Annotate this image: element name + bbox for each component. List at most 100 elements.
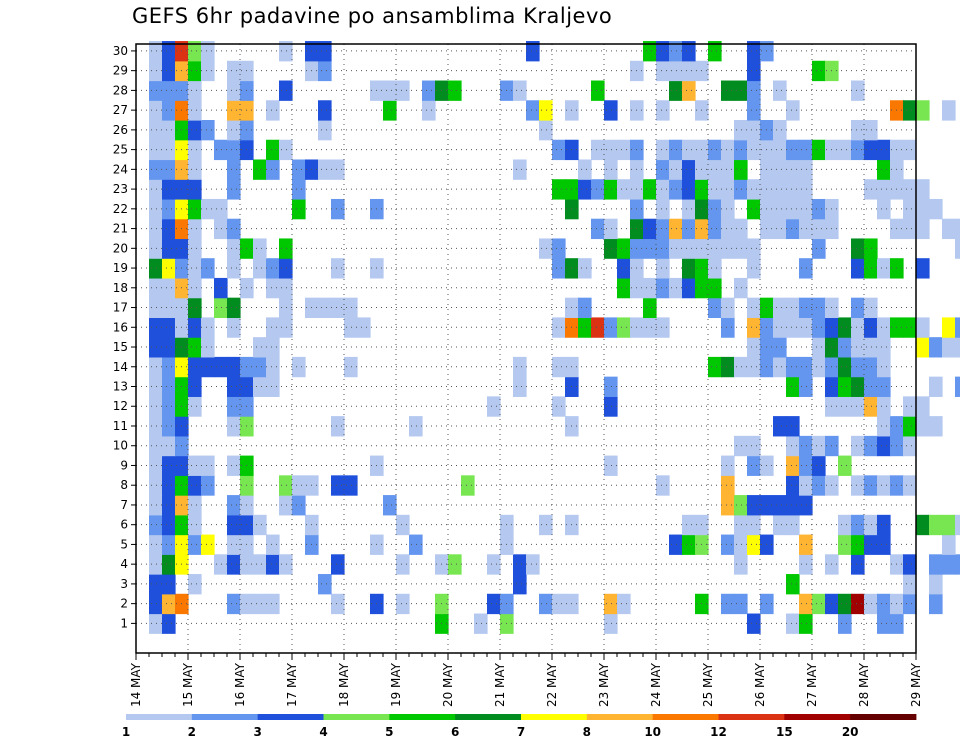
x-tick-label: 26 MAY	[753, 662, 767, 707]
y-tick-label: 25	[113, 143, 128, 157]
heatmap-cell	[955, 337, 960, 358]
heatmap-cell	[799, 455, 813, 476]
heatmap-cell	[279, 238, 293, 259]
heatmap-cell	[656, 139, 670, 161]
heatmap-cell	[669, 218, 683, 240]
heatmap-cell	[747, 495, 761, 516]
heatmap-cell	[461, 475, 475, 496]
heatmap-cell	[162, 613, 176, 634]
heatmap-cell	[734, 554, 748, 575]
heatmap-cell	[916, 258, 930, 279]
heatmap-cell	[188, 179, 202, 200]
heatmap-cell	[799, 376, 813, 397]
heatmap-cell	[331, 198, 345, 220]
heatmap-cell	[162, 396, 176, 417]
heatmap-cell	[877, 593, 891, 615]
heatmap-cell	[487, 593, 501, 615]
heatmap-cell	[877, 337, 891, 358]
heatmap-cell	[188, 297, 202, 319]
heatmap-cell	[682, 80, 696, 101]
heatmap-cell	[812, 60, 826, 82]
heatmap-cell	[851, 80, 865, 101]
heatmap-cell	[929, 376, 943, 397]
heatmap-cell	[812, 593, 826, 615]
heatmap-cell	[604, 100, 618, 121]
y-tick-label: 6	[120, 518, 128, 532]
heatmap-cell	[864, 475, 878, 496]
heatmap-cell	[149, 396, 163, 417]
heatmap-cell	[877, 317, 891, 338]
y-tick-label: 13	[113, 380, 128, 394]
heatmap-cell	[604, 317, 618, 338]
heatmap-cell	[292, 356, 306, 378]
heatmap-cell	[812, 238, 826, 259]
heatmap-cell	[955, 317, 960, 338]
heatmap-cell	[279, 277, 293, 299]
heatmap-cell	[279, 554, 293, 575]
heatmap-cell	[188, 455, 202, 476]
heatmap-cell	[149, 80, 163, 101]
heatmap-cell	[539, 238, 553, 259]
heatmap-cell	[318, 574, 332, 595]
heatmap-cell	[877, 475, 891, 496]
heatmap-cell	[552, 139, 566, 161]
heatmap-cell	[552, 258, 566, 279]
heatmap-cell	[721, 159, 735, 180]
heatmap-cell	[877, 514, 891, 536]
heatmap-cell	[552, 356, 566, 378]
heatmap-cell	[773, 120, 787, 141]
x-tick-label: 15 MAY	[181, 662, 195, 707]
heatmap-cell	[331, 258, 345, 279]
heatmap-cell	[955, 554, 960, 575]
heatmap-cell	[877, 159, 891, 180]
heatmap-cell	[591, 218, 605, 240]
heatmap-cell	[903, 574, 917, 595]
heatmap-cell	[266, 376, 280, 397]
heatmap-cell	[162, 60, 176, 82]
heatmap-cell	[955, 376, 960, 397]
heatmap-cell	[903, 475, 917, 496]
heatmap-cell	[669, 534, 683, 555]
heatmap-cell	[799, 258, 813, 279]
heatmap-cell	[786, 179, 800, 200]
y-tick-label: 29	[113, 64, 128, 78]
heatmap-cell	[786, 297, 800, 319]
heatmap-cell	[162, 120, 176, 141]
heatmap-cell	[318, 120, 332, 141]
heatmap-cell	[552, 396, 566, 417]
heatmap-cell	[864, 120, 878, 141]
heatmap-cell	[591, 317, 605, 338]
heatmap-cell	[851, 376, 865, 397]
y-tick-label: 26	[113, 123, 128, 137]
heatmap-cell	[916, 396, 930, 417]
heatmap-cell	[422, 100, 436, 121]
y-tick-label: 16	[113, 320, 128, 334]
heatmap-cell	[162, 554, 176, 575]
heatmap-cell	[409, 534, 423, 555]
y-tick-label: 20	[113, 241, 128, 255]
heatmap-cell	[929, 574, 943, 595]
heatmap-cell	[279, 495, 293, 516]
heatmap-cell	[786, 317, 800, 338]
heatmap-cell	[682, 198, 696, 220]
heatmap-cell	[227, 514, 241, 536]
heatmap-cell	[734, 593, 748, 615]
heatmap-cell	[513, 554, 527, 575]
heatmap-cell	[786, 159, 800, 180]
heatmap-cell	[838, 534, 852, 555]
heatmap-cell	[344, 356, 358, 378]
heatmap-cell	[227, 356, 241, 378]
heatmap-cell	[149, 100, 163, 121]
y-tick-label: 18	[113, 281, 128, 295]
heatmap-cell	[734, 120, 748, 141]
heatmap-cell	[474, 613, 488, 634]
heatmap-cell	[669, 179, 683, 200]
heatmap-cell	[396, 593, 410, 615]
heatmap-cell	[838, 396, 852, 417]
heatmap-cell	[903, 554, 917, 575]
heatmap-cell	[643, 179, 657, 200]
heatmap-cell	[903, 396, 917, 417]
heatmap-cell	[617, 139, 631, 161]
heatmap-cell	[162, 80, 176, 101]
heatmap-cell	[149, 337, 163, 358]
